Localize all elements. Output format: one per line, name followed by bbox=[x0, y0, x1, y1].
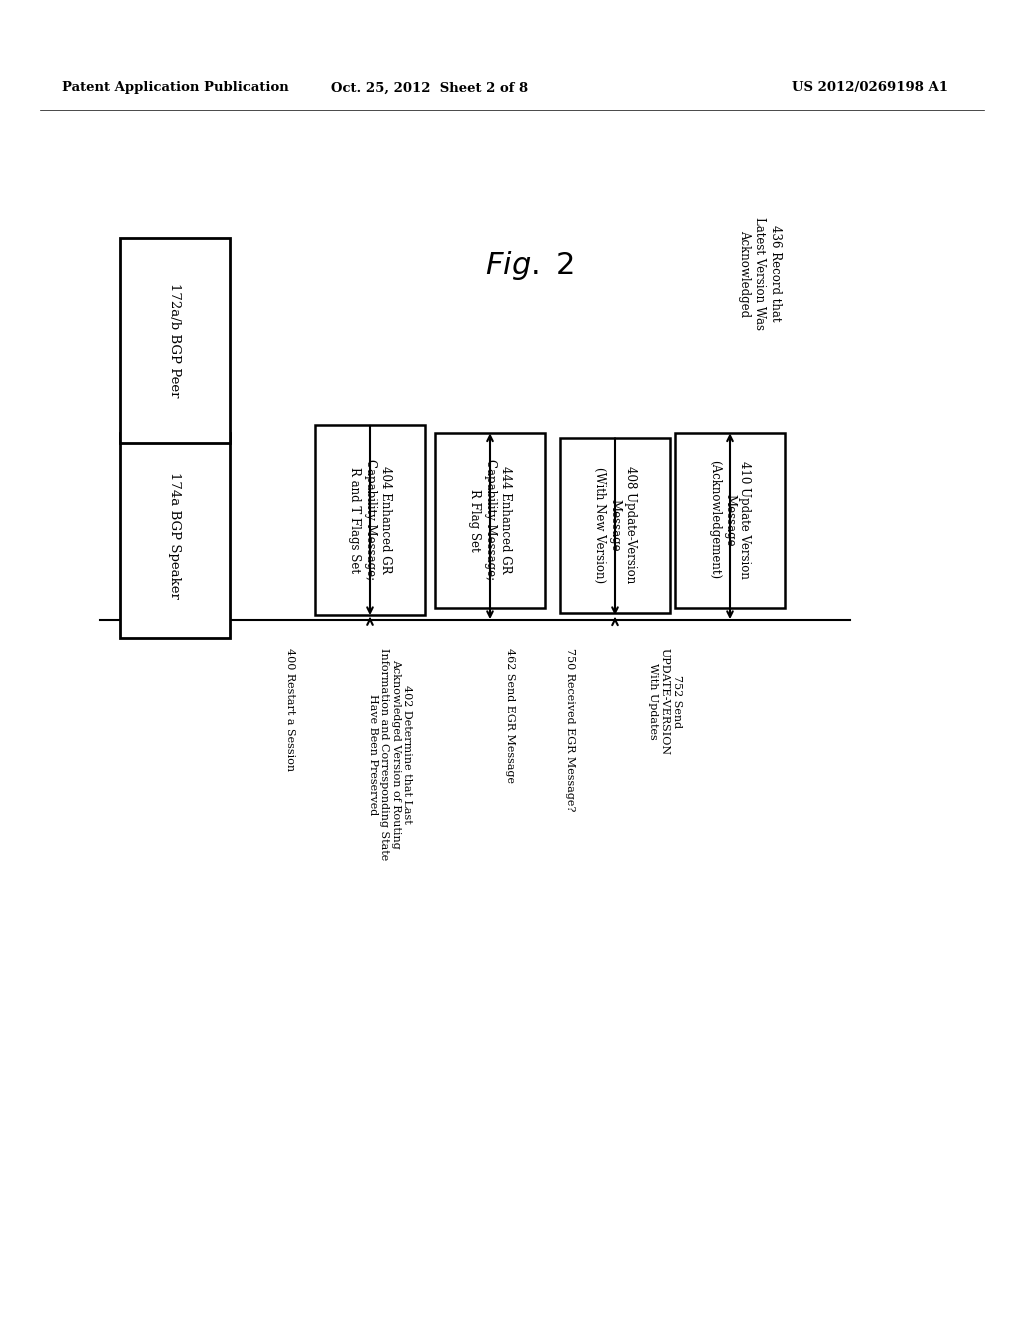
Text: Oct. 25, 2012  Sheet 2 of 8: Oct. 25, 2012 Sheet 2 of 8 bbox=[332, 82, 528, 95]
Text: $\mathit{Fig.\ 2}$: $\mathit{Fig.\ 2}$ bbox=[485, 248, 574, 281]
Bar bbox=[120, 238, 230, 442]
Text: 402 Determine that Last
Acknowledged Version of Routing
Information and Correspo: 402 Determine that Last Acknowledged Ver… bbox=[368, 648, 413, 861]
Text: 400 Restart a Session: 400 Restart a Session bbox=[285, 648, 295, 771]
Text: 174a BGP Speaker: 174a BGP Speaker bbox=[169, 471, 181, 598]
Bar bbox=[120, 433, 230, 638]
Text: 410 Update Version
Message
(Acknowledgement): 410 Update Version Message (Acknowledgem… bbox=[709, 461, 752, 579]
Text: 172a/b BGP Peer: 172a/b BGP Peer bbox=[169, 282, 181, 397]
Text: 408 Update-Version
Message
(With New Version): 408 Update-Version Message (With New Ver… bbox=[594, 466, 637, 583]
Text: 462 Send EGR Message: 462 Send EGR Message bbox=[505, 648, 515, 783]
Text: 444 Enhanced GR
Capability Message;
R Flag Set: 444 Enhanced GR Capability Message; R Fl… bbox=[469, 459, 512, 581]
Text: 436 Record that
Latest Version Was
Acknowledged: 436 Record that Latest Version Was Ackno… bbox=[738, 216, 781, 330]
Bar bbox=[315, 425, 425, 615]
Text: 752 Send
UPDATE-VERSION
With Updates: 752 Send UPDATE-VERSION With Updates bbox=[648, 648, 682, 755]
Text: Patent Application Publication: Patent Application Publication bbox=[62, 82, 289, 95]
Bar bbox=[435, 433, 545, 607]
Text: 404 Enhanced GR
Capability Message;
R and T Flags Set: 404 Enhanced GR Capability Message; R an… bbox=[348, 459, 391, 581]
Bar bbox=[560, 437, 670, 612]
Bar bbox=[675, 433, 785, 607]
Text: US 2012/0269198 A1: US 2012/0269198 A1 bbox=[792, 82, 948, 95]
Text: 750 Received EGR Message?: 750 Received EGR Message? bbox=[565, 648, 575, 812]
